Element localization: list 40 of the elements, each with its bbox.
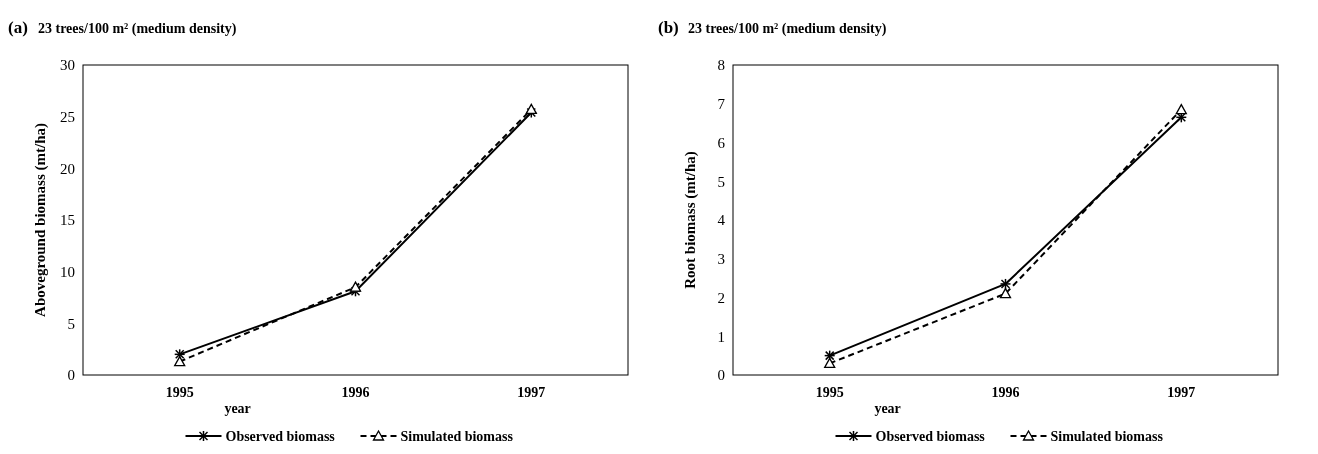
y-tick-label: 30 (60, 57, 75, 74)
y-tick-label: 15 (60, 212, 75, 229)
y-tick-label: 4 (717, 212, 726, 229)
y-tick-label: 2 (717, 289, 725, 306)
legend-label: Simulated biomass (1050, 428, 1164, 444)
legend-label: Observed biomass (875, 428, 986, 444)
legend-label: Observed biomass (225, 428, 336, 444)
point (824, 357, 836, 369)
point (999, 287, 1012, 299)
y-tick-label: 3 (717, 251, 725, 267)
x-tick-label: 1996 (341, 385, 370, 400)
x-tick-label: 1995 (815, 385, 844, 400)
x-tick-label: 1997 (517, 385, 546, 400)
y-axis-title: Aboveground biomass (mt/ha) (32, 123, 49, 317)
y-tick-label: 10 (60, 263, 75, 280)
x-tick-label: 1997 (1167, 385, 1196, 400)
x-axis-title: year (224, 401, 251, 416)
y-tick-label: 1 (717, 328, 725, 345)
point (174, 355, 186, 367)
x-axis-title: year (874, 401, 901, 416)
chart-title: (b) (658, 18, 679, 37)
y-tick-label: 0 (717, 367, 725, 384)
chart-title: (a) (8, 18, 28, 37)
y-tick-label: 5 (717, 173, 725, 190)
y-tick-label: 6 (717, 134, 726, 151)
x-tick-label: 1995 (165, 385, 194, 400)
x-tick-label: 1996 (991, 385, 1020, 400)
legend-label: Simulated biomass (400, 428, 514, 444)
y-tick-label: 25 (60, 108, 75, 125)
point (349, 281, 362, 292)
y-tick-label: 5 (67, 315, 75, 332)
point (1175, 103, 1187, 115)
y-tick-label: 8 (717, 57, 725, 74)
chart-subtitle: 23 trees/100 m² (medium density) (688, 21, 887, 37)
chart-subtitle: 23 trees/100 m² (medium density) (38, 21, 237, 37)
y-tick-label: 7 (717, 96, 726, 112)
y-tick-label: 20 (60, 160, 75, 177)
point (525, 103, 537, 115)
y-tick-label: 0 (67, 367, 75, 384)
y-axis-title: Root biomass (mt/ha) (682, 151, 699, 289)
